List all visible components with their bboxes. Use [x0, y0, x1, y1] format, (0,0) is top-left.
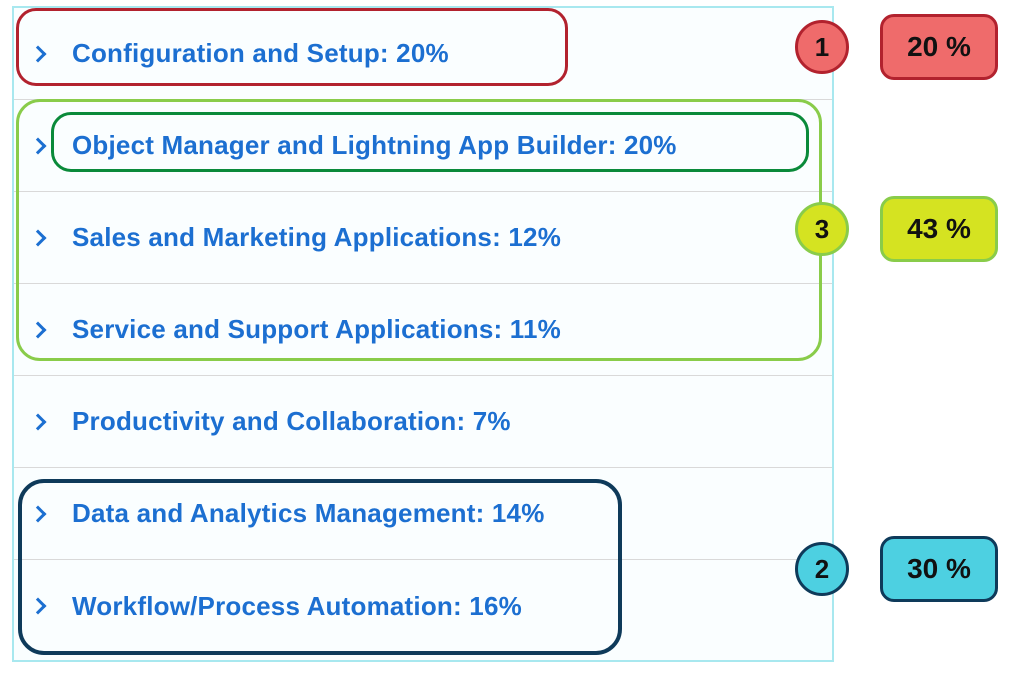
topic-label: Object Manager and Lightning App Builder…: [72, 130, 677, 161]
chevron-right-icon: [30, 229, 47, 246]
group-badge-2: 2: [795, 542, 849, 596]
topic-label: Productivity and Collaboration: 7%: [72, 406, 511, 437]
badge-pct: 20 %: [907, 31, 971, 63]
topic-label: Service and Support Applications: 11%: [72, 314, 561, 345]
topic-list-container: Configuration and Setup: 20% Object Mana…: [12, 6, 834, 662]
chevron-right-icon: [30, 505, 47, 522]
topic-item[interactable]: Configuration and Setup: 20%: [14, 8, 832, 100]
group-badge-3: 3: [795, 202, 849, 256]
topic-item[interactable]: Data and Analytics Management: 14%: [14, 468, 832, 560]
topic-item[interactable]: Sales and Marketing Applications: 12%: [14, 192, 832, 284]
badge-number: 1: [815, 32, 829, 63]
chevron-right-icon: [30, 137, 47, 154]
badge-number: 2: [815, 554, 829, 585]
topic-item[interactable]: Service and Support Applications: 11%: [14, 284, 832, 376]
group-pct-1: 20 %: [880, 14, 998, 80]
topic-item[interactable]: Workflow/Process Automation: 16%: [14, 560, 832, 652]
chevron-right-icon: [30, 413, 47, 430]
topic-label: Data and Analytics Management: 14%: [72, 498, 545, 529]
group-pct-3: 43 %: [880, 196, 998, 262]
chevron-right-icon: [30, 45, 47, 62]
badge-number: 3: [815, 214, 829, 245]
topic-item[interactable]: Object Manager and Lightning App Builder…: [14, 100, 832, 192]
group-badge-1: 1: [795, 20, 849, 74]
topic-label: Workflow/Process Automation: 16%: [72, 591, 522, 622]
chevron-right-icon: [30, 321, 47, 338]
badge-pct: 30 %: [907, 553, 971, 585]
topic-label: Sales and Marketing Applications: 12%: [72, 222, 561, 253]
badge-pct: 43 %: [907, 213, 971, 245]
group-pct-2: 30 %: [880, 536, 998, 602]
topic-label: Configuration and Setup: 20%: [72, 38, 449, 69]
chevron-right-icon: [30, 598, 47, 615]
topic-item[interactable]: Productivity and Collaboration: 7%: [14, 376, 832, 468]
